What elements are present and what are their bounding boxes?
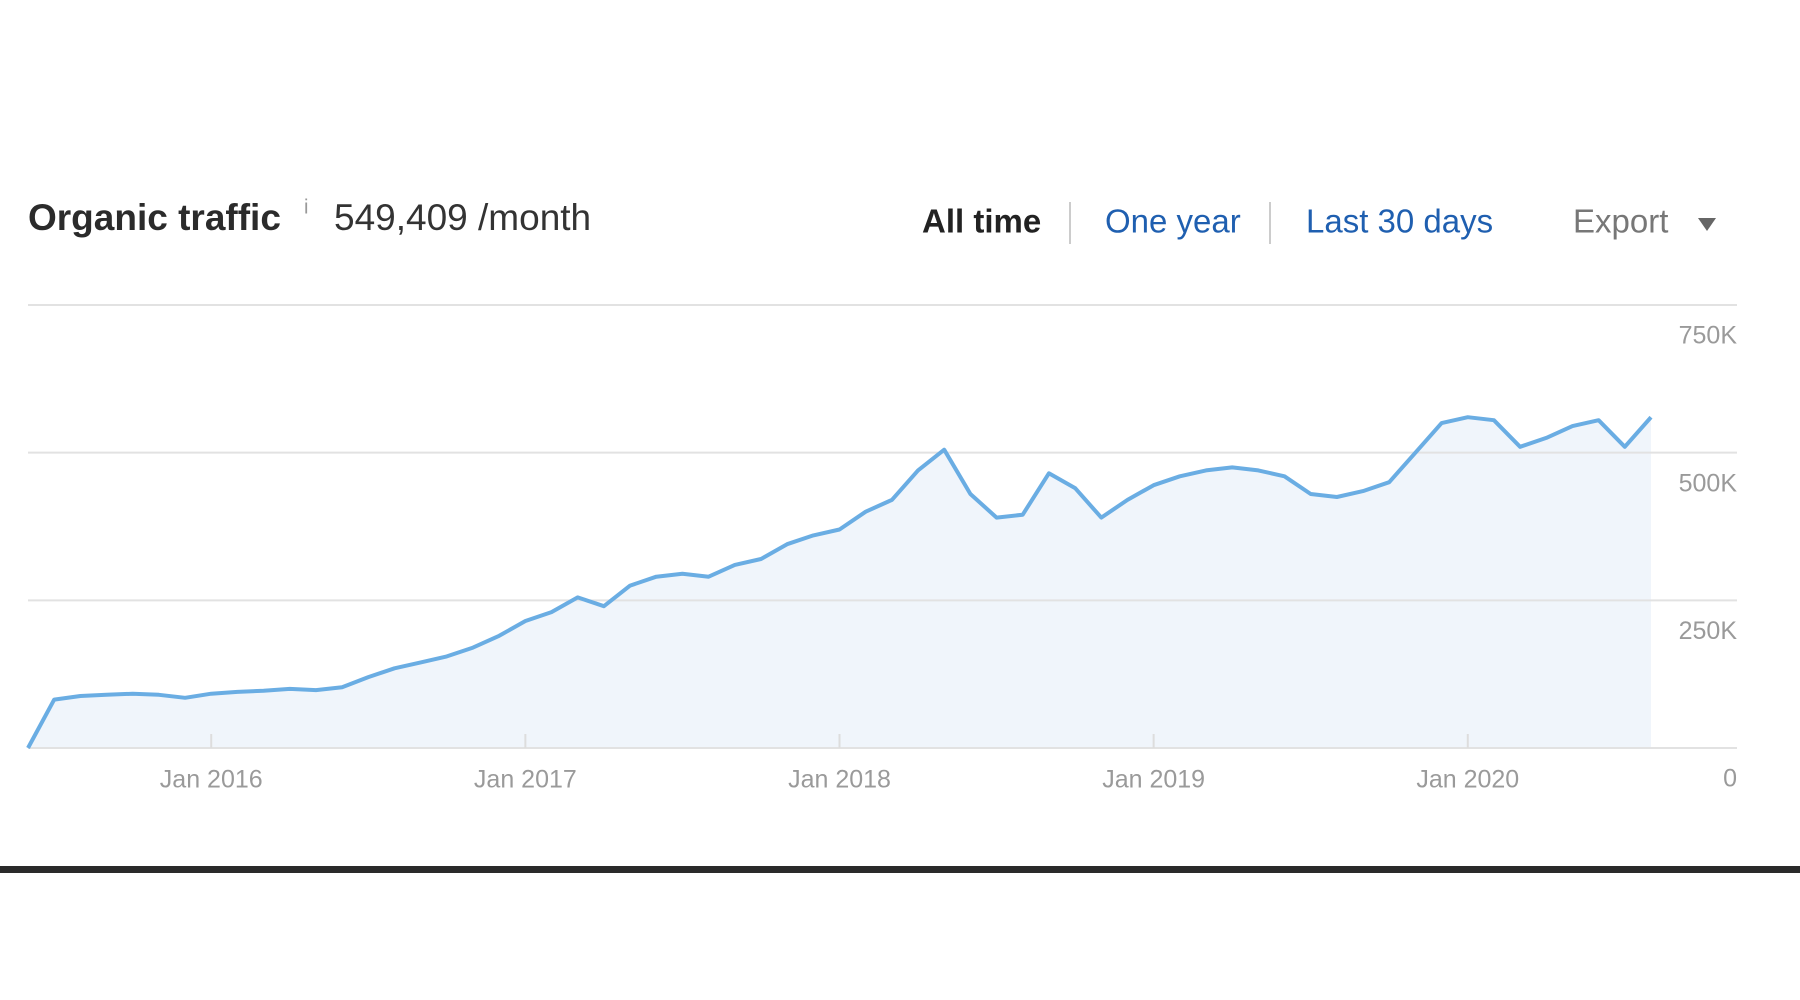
divider [0,866,1800,873]
y-tick-label: 500K [1679,469,1738,497]
dropdown-arrow[interactable] [1698,218,1716,231]
area [28,417,1651,748]
line [26,415,1653,749]
chart-title: Organic traffic [28,197,281,238]
x-tick-label: Jan 2017 [474,766,577,794]
y-tick-label: 250K [1679,617,1738,645]
tab[interactable]: Last 30 days [1306,203,1493,240]
x-tick-label: Jan 2020 [1416,766,1519,794]
x-tick-label: Jan 2019 [1102,766,1205,794]
export-button[interactable]: Export [1573,203,1668,240]
tab-active[interactable]: All time [922,203,1041,240]
x-tick-label: Jan 2018 [788,766,891,794]
y-tick-label: 0 [1723,765,1737,793]
x-tick-label: Jan 2016 [160,766,263,794]
y-tick-label: 750K [1679,322,1738,350]
tab[interactable]: One year [1105,203,1241,240]
subtitle: 549,409 /month [334,197,591,238]
info-icon[interactable]: i [304,196,308,218]
